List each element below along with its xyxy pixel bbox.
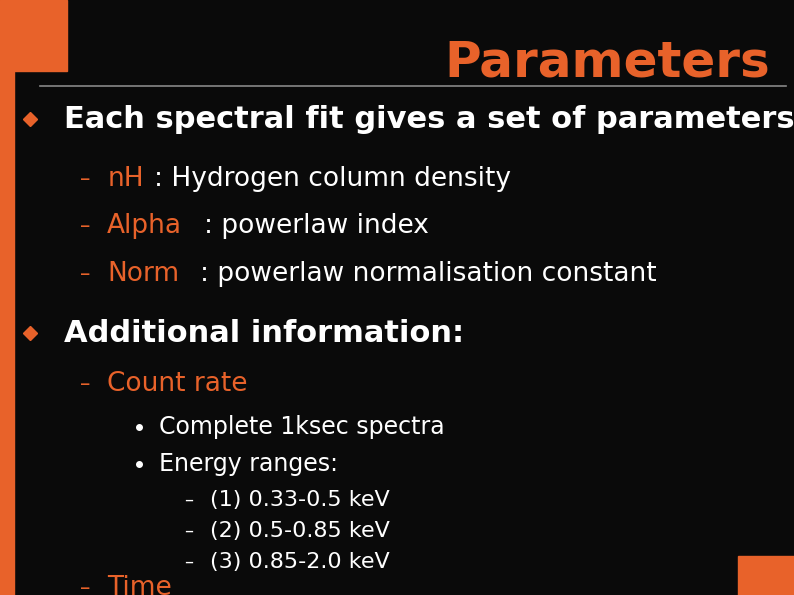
Text: Count rate: Count rate: [107, 371, 248, 397]
Text: nH: nH: [107, 165, 144, 192]
Text: Parameters: Parameters: [445, 39, 770, 87]
Bar: [0, 0, 14, 595]
Text: : Hydrogen column density: : Hydrogen column density: [155, 165, 511, 192]
Bar: [738, 556, 794, 595]
Text: (1) 0.33-0.5 keV: (1) 0.33-0.5 keV: [210, 490, 390, 510]
Text: Additional information:: Additional information:: [64, 319, 464, 347]
Text: (2) 0.5-0.85 keV: (2) 0.5-0.85 keV: [210, 521, 391, 541]
Text: –: –: [79, 264, 91, 284]
Text: (3) 0.85-2.0 keV: (3) 0.85-2.0 keV: [210, 552, 390, 572]
Text: –: –: [79, 374, 91, 394]
Text: Energy ranges:: Energy ranges:: [159, 452, 337, 476]
Text: –: –: [183, 522, 193, 540]
Text: –: –: [79, 216, 91, 236]
Text: –: –: [79, 168, 91, 189]
Text: Norm: Norm: [107, 261, 179, 287]
Text: Time: Time: [107, 575, 172, 595]
Text: –: –: [79, 578, 91, 595]
Text: Alpha: Alpha: [107, 213, 182, 239]
Text: –: –: [183, 553, 193, 571]
Text: Each spectral fit gives a set of parameters:: Each spectral fit gives a set of paramet…: [64, 105, 794, 133]
Text: : powerlaw index: : powerlaw index: [204, 213, 429, 239]
Bar: [0, 0, 67, 71]
Text: –: –: [183, 491, 193, 509]
Text: Complete 1ksec spectra: Complete 1ksec spectra: [159, 415, 445, 439]
Text: : powerlaw normalisation constant: : powerlaw normalisation constant: [200, 261, 657, 287]
